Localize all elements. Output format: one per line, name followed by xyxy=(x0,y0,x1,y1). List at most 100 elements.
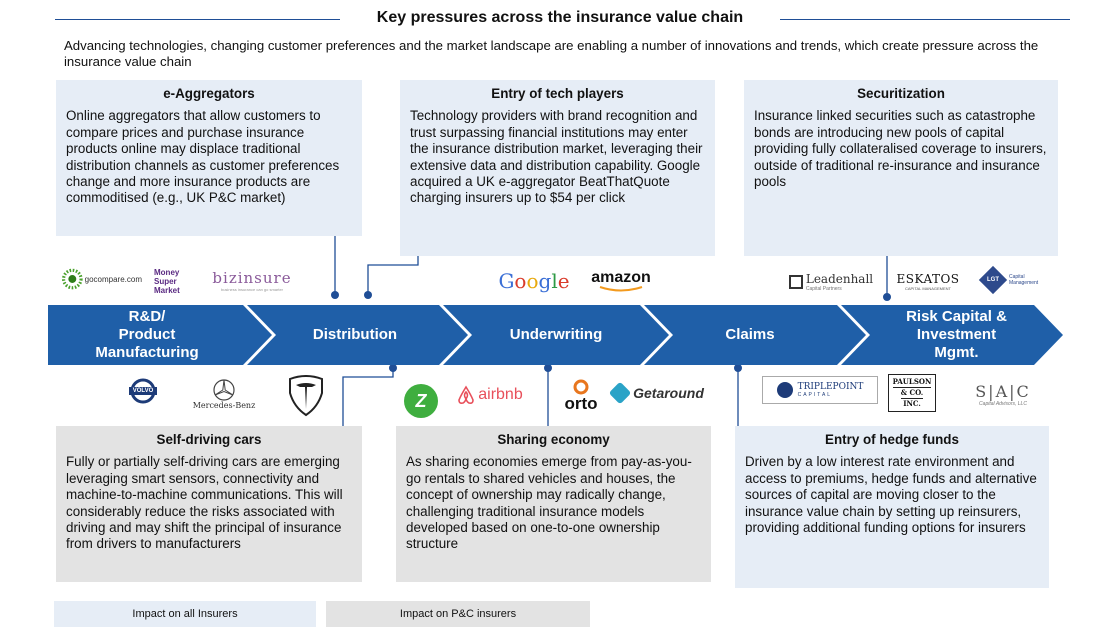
leadenhall-logo: Leadenhall Capital Partners xyxy=(786,268,876,296)
msm-money: Money xyxy=(154,267,180,277)
sac-logo: S|A|C Capital Advisors, LLC xyxy=(960,376,1046,412)
gocompare-text: gocompare.com xyxy=(84,274,142,284)
tesla-logo xyxy=(286,374,326,418)
bizinsure-text: bizinsure xyxy=(212,268,292,287)
bizinsure-logo: bizinsure business insurance can go smar… xyxy=(212,264,292,296)
google-l: l xyxy=(551,269,558,293)
airbnb-belo-icon xyxy=(458,385,475,404)
mercedes-star-icon xyxy=(213,378,235,401)
bizinsure-tagline: business insurance can go smarter xyxy=(220,286,284,292)
dot-hedge-funds xyxy=(734,364,742,372)
zipcar-logo: Z xyxy=(404,384,438,418)
sharing-economy-title: Sharing economy xyxy=(497,432,610,447)
dot-tech-players xyxy=(364,291,372,299)
volvo-logo xyxy=(122,376,164,406)
hedge-funds-box: Entry of hedge funds Driven by a low int… xyxy=(735,426,1049,588)
orto-ring-icon xyxy=(573,379,589,394)
amazon-text: amazon xyxy=(591,269,651,286)
mercedes-logo: Mercedes-Benz xyxy=(188,374,260,414)
amazon-smile-icon xyxy=(599,286,643,292)
getaround-text: Getaround xyxy=(633,385,704,401)
lgt-tagline: Capital Management xyxy=(1009,274,1039,286)
eskatos-logo: ESKATOS CAPITAL MANAGEMENT xyxy=(892,268,964,296)
lgt-logo: LGT Capital Management xyxy=(978,265,1048,295)
google-g1: G xyxy=(498,269,515,293)
zipcar-text: Z xyxy=(415,390,427,411)
gocompare-logo: gocompare.com xyxy=(62,264,142,294)
tech-players-text: Technology providers with brand recognit… xyxy=(410,108,703,206)
stage-rd-label: R&D/ Product Manufacturing xyxy=(62,308,232,362)
stage-rd-text: R&D/ Product Manufacturing xyxy=(95,308,199,361)
sac-tagline: Capital Advisors, LLC xyxy=(979,400,1027,407)
lgt-emblem-icon: LGT xyxy=(978,265,1008,295)
e-aggregators-text: Online aggregators that allow customers … xyxy=(66,108,340,206)
leadenhall-tagline: Capital Partners xyxy=(805,285,842,292)
leadenhall-icon xyxy=(788,275,803,289)
volvo-badge-icon xyxy=(129,378,157,404)
connector-self-driving xyxy=(342,368,394,426)
leadenhall-text: Leadenhall xyxy=(805,271,874,286)
stage-risk-capital-label: Risk Capital & Investment Mgmt. xyxy=(874,308,1039,362)
stage-underwriting-label: Underwriting xyxy=(509,326,603,343)
msm-super: Super xyxy=(154,276,177,286)
triplepoint-tagline: CAPITAL xyxy=(797,392,833,398)
orto-logo: orto xyxy=(558,376,604,414)
dot-securitization xyxy=(883,293,891,301)
orto-text: orto xyxy=(564,393,598,413)
e-aggregators-title: e-Aggregators xyxy=(163,86,255,101)
dot-self-driving xyxy=(389,364,397,372)
airbnb-text: airbnb xyxy=(478,386,523,403)
page-subtitle: Advancing technologies, changing custome… xyxy=(64,38,1039,69)
mercedes-text: Mercedes-Benz xyxy=(192,400,256,410)
e-aggregators-box: e-Aggregators Online aggregators that al… xyxy=(56,80,362,236)
paulson-line2: & CO. xyxy=(900,388,924,399)
eskatos-tagline: CAPITAL MANAGEMENT xyxy=(904,286,951,291)
stage-distribution-label: Distribution xyxy=(312,326,398,343)
google-g2: g xyxy=(538,269,552,293)
gocompare-icon xyxy=(62,268,83,290)
page-title: Key pressures across the insurance value… xyxy=(340,9,780,27)
getaround-logo: Getaround xyxy=(608,380,704,406)
sharing-economy-text: As sharing economies emerge from pay-as-… xyxy=(406,454,692,552)
google-o1: o xyxy=(514,269,527,293)
tesla-shield-icon xyxy=(289,375,323,417)
title-rule-left xyxy=(55,19,340,20)
volvo-text: VOLVO xyxy=(132,388,154,394)
amazon-logo: amazon xyxy=(588,266,654,296)
tech-players-box: Entry of tech players Technology provide… xyxy=(400,80,715,256)
lgt-text: LGT xyxy=(987,277,999,283)
paulson-logo: PAULSON & CO. INC. xyxy=(888,374,936,412)
self-driving-text: Fully or partially self-driving cars are… xyxy=(66,454,343,552)
getaround-icon xyxy=(608,381,632,405)
leadenhall-words: Leadenhall Capital Partners xyxy=(805,271,874,292)
volvo-text-wrap: VOLVO xyxy=(122,385,164,397)
sharing-economy-box: Sharing economy As sharing economies eme… xyxy=(396,426,711,582)
triplepoint-words: TRIPLEPOINT CAPITAL xyxy=(798,382,864,398)
eskatos-text: ESKATOS xyxy=(896,272,960,286)
google-logo: G o o g l e xyxy=(498,266,570,296)
dot-sharing xyxy=(544,364,552,372)
self-driving-box: Self-driving cars Fully or partially sel… xyxy=(56,426,362,582)
self-driving-title: Self-driving cars xyxy=(156,432,262,447)
securitization-title: Securitization xyxy=(857,86,945,101)
stage-claims-label: Claims xyxy=(725,326,775,343)
paulson-line3: INC. xyxy=(903,399,921,408)
title-rule-right xyxy=(780,19,1070,20)
airbnb-logo: airbnb xyxy=(450,382,530,408)
legend-all-insurers: Impact on all Insurers xyxy=(54,601,316,627)
triplepoint-logo: TRIPLEPOINT CAPITAL xyxy=(762,376,878,404)
hedge-funds-text: Driven by a low interest rate environmen… xyxy=(745,454,1037,536)
google-e: e xyxy=(557,269,570,293)
legend-pc-insurers: Impact on P&C insurers xyxy=(326,601,590,627)
sac-text: S|A|C xyxy=(975,381,1031,401)
connector-tech-players xyxy=(367,256,419,295)
triplepoint-text: TRIPLEPOINT xyxy=(797,382,864,392)
google-o2: o xyxy=(526,269,539,293)
msm-market: Market xyxy=(154,285,180,295)
moneysupermarket-logo: Money Super Market xyxy=(154,266,200,296)
stage-risk-capital-text: Risk Capital & Investment Mgmt. xyxy=(906,308,1007,361)
securitization-box: Securitization Insurance linked securiti… xyxy=(744,80,1058,256)
dot-aggregators xyxy=(331,291,339,299)
tech-players-title: Entry of tech players xyxy=(491,86,624,101)
hedge-funds-title: Entry of hedge funds xyxy=(825,432,959,447)
